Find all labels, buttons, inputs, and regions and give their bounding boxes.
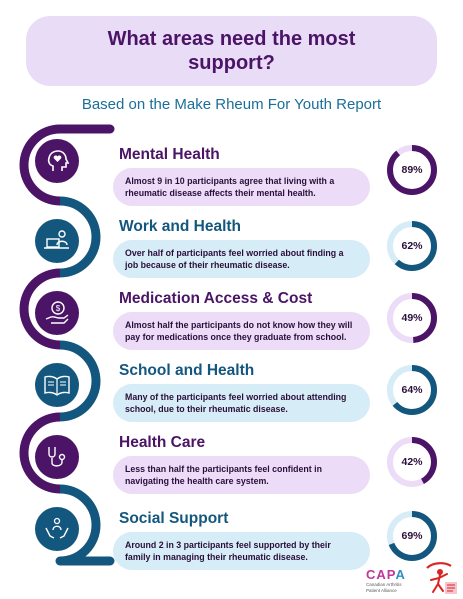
open-book-icon <box>35 363 79 407</box>
section-title: Work and Health <box>119 218 242 235</box>
section-title: Social Support <box>119 510 229 527</box>
percent-label: 62% <box>401 240 423 252</box>
percent-label: 89% <box>401 164 423 176</box>
section-description: Many of the participants feel worried ab… <box>113 384 370 422</box>
section-title: School and Health <box>119 362 255 379</box>
percent-donut <box>387 365 437 415</box>
capa-logo: CAPA Canadian Arthritis Patient Alliance <box>366 567 406 593</box>
hand-coin-icon: $ <box>35 291 79 335</box>
percent-donut <box>387 511 437 561</box>
percent-donut <box>387 221 437 271</box>
percent-donut <box>387 437 437 487</box>
percent-label: 49% <box>401 312 423 324</box>
percent-label: 64% <box>401 384 423 396</box>
page-subtitle: Based on the Make Rheum For Youth Report <box>81 96 382 113</box>
section-description: Less than half the participants feel con… <box>113 456 370 494</box>
svg-text:$: $ <box>56 304 61 313</box>
percent-donut <box>387 293 437 343</box>
laptop-worker-icon <box>35 219 79 263</box>
head-heart-icon <box>35 139 79 183</box>
section-title: Mental Health <box>119 146 220 163</box>
section-description: Around 2 in 3 participants feel supporte… <box>113 532 370 570</box>
percent-label: 42% <box>401 456 423 468</box>
percent-label: 69% <box>401 530 423 542</box>
section-description: Over half of participants feel worried a… <box>113 240 370 278</box>
percent-donut <box>387 145 437 195</box>
title-banner: What areas need the most support? <box>26 16 437 86</box>
stethoscope-icon <box>35 435 79 479</box>
section-description: Almost half the participants do not know… <box>113 312 370 350</box>
chick-logo <box>426 562 457 594</box>
hands-holding-icon <box>35 507 79 551</box>
section-title: Health Care <box>119 434 206 451</box>
section-description: Almost 9 in 10 participants agree that l… <box>113 168 370 206</box>
page-title: What areas need the most support? <box>107 28 356 74</box>
section-title: Medication Access & Cost <box>119 290 313 307</box>
